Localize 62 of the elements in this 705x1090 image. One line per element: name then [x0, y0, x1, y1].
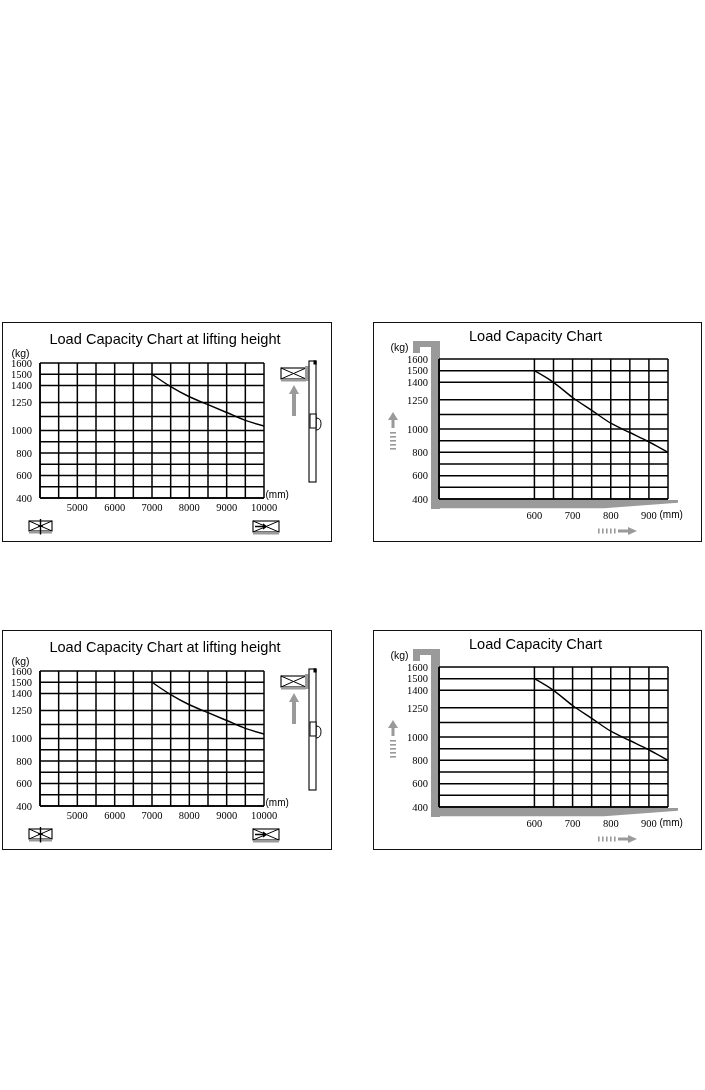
y-tick-label: 1000: [10, 424, 32, 436]
y-tick-label: 400: [15, 800, 32, 812]
x-tick-label: 8000: [178, 501, 200, 513]
y-axis-title: (kg): [390, 649, 409, 661]
y-tick-label: 1500: [10, 368, 32, 380]
y-tick-label: 800: [15, 755, 32, 767]
x-axis-title: (mm): [265, 488, 289, 500]
chart-title: Load Capacity Chart: [468, 635, 603, 652]
x-tick-label: 8000: [178, 809, 200, 821]
chart-title: Load Capacity Chart at lifting height: [49, 638, 281, 655]
x-tick-label: 5000: [66, 809, 88, 821]
x-tick-label: 10000: [250, 501, 277, 513]
y-tick-label: 1250: [10, 704, 32, 716]
x-tick-label: 900: [640, 509, 657, 521]
x-tick-label: 9000: [215, 501, 237, 513]
y-tick-label: 600: [411, 469, 428, 481]
x-tick-label: 800: [602, 817, 619, 829]
y-tick-label: 1500: [406, 672, 428, 684]
x-tick-label: 7000: [141, 809, 162, 821]
x-tick-label: 600: [526, 509, 542, 521]
chart-title: Load Capacity Chart: [468, 327, 603, 344]
x-tick-label: 6000: [103, 809, 125, 821]
y-tick-label: 1250: [10, 396, 32, 408]
y-tick-label: 1400: [10, 379, 32, 391]
y-tick-label: 1250: [406, 702, 428, 714]
y-tick-label: 800: [15, 447, 32, 459]
x-tick-label: 700: [564, 817, 580, 829]
x-tick-label: 9000: [215, 809, 237, 821]
y-tick-label: 1600: [406, 661, 428, 673]
y-tick-label: 400: [15, 492, 32, 504]
y-tick-label: 800: [411, 446, 428, 458]
x-tick-label: 900: [640, 817, 657, 829]
y-tick-label: 400: [411, 801, 428, 813]
y-axis-title: (kg): [11, 654, 30, 667]
y-tick-label: 1600: [406, 353, 428, 365]
x-tick-label: 7000: [141, 501, 162, 513]
y-tick-label: 600: [15, 469, 32, 481]
x-tick-label: 800: [602, 509, 619, 521]
y-tick-label: 1250: [406, 394, 428, 406]
y-tick-label: 1000: [406, 731, 428, 743]
y-axis-title: (kg): [11, 346, 30, 359]
y-tick-label: 1000: [406, 423, 428, 435]
x-tick-label: 5000: [66, 501, 88, 513]
y-tick-label: 400: [411, 493, 428, 505]
x-axis-title: (mm): [265, 796, 289, 808]
y-tick-label: 800: [411, 754, 428, 766]
x-axis-title: (mm): [659, 816, 683, 828]
y-tick-label: 1400: [406, 684, 428, 696]
y-tick-label: 1400: [406, 376, 428, 388]
x-tick-label: 700: [564, 509, 580, 521]
x-tick-label: 10000: [250, 809, 277, 821]
y-tick-label: 600: [411, 777, 428, 789]
x-tick-label: 600: [526, 817, 542, 829]
y-axis-title: (kg): [390, 341, 409, 353]
y-tick-label: 1400: [10, 687, 32, 699]
y-tick-label: 600: [15, 777, 32, 789]
y-tick-label: 1500: [406, 364, 428, 376]
y-tick-label: 1500: [10, 676, 32, 688]
x-axis-title: (mm): [659, 508, 683, 520]
chart-title: Load Capacity Chart at lifting height: [49, 330, 281, 347]
y-tick-label: 1000: [10, 732, 32, 744]
x-tick-label: 6000: [103, 501, 125, 513]
